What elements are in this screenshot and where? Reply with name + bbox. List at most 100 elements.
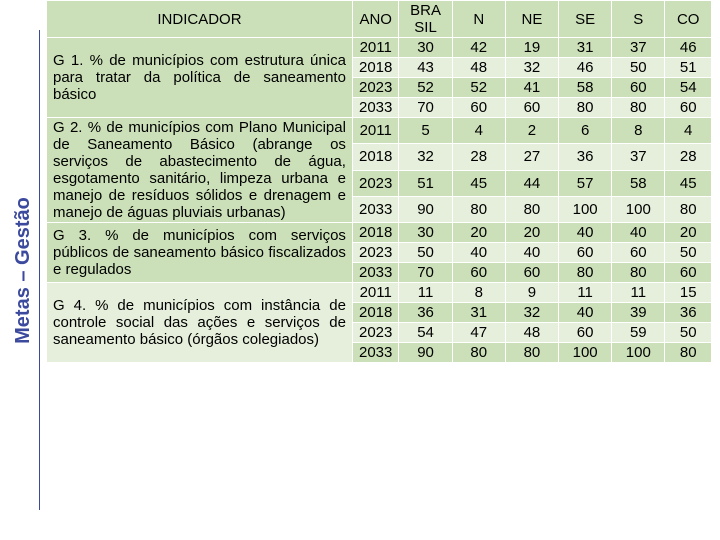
cell-n: 80 bbox=[452, 196, 505, 222]
cell-n: 42 bbox=[452, 38, 505, 58]
cell-ano: 2011 bbox=[352, 118, 399, 144]
cell-n: 31 bbox=[452, 303, 505, 323]
cell-ano: 2033 bbox=[352, 196, 399, 222]
cell-se: 6 bbox=[559, 118, 612, 144]
cell-n: 8 bbox=[452, 283, 505, 303]
cell-ne: 32 bbox=[505, 58, 558, 78]
cell-se: 60 bbox=[559, 323, 612, 343]
table-body: G 1. % de municípios com estrutura única… bbox=[47, 38, 712, 363]
cell-ne: 41 bbox=[505, 78, 558, 98]
cell-bra: 90 bbox=[399, 343, 452, 363]
cell-se: 40 bbox=[559, 223, 612, 243]
page-root: Metas – Gestão INDICADOR ANO BRA SIL N N… bbox=[0, 0, 720, 540]
cell-bra: 70 bbox=[399, 98, 452, 118]
cell-ne: 48 bbox=[505, 323, 558, 343]
cell-se: 100 bbox=[559, 196, 612, 222]
cell-s: 50 bbox=[612, 58, 665, 78]
cell-s: 37 bbox=[612, 144, 665, 170]
cell-bra: 51 bbox=[399, 170, 452, 196]
cell-bra: 50 bbox=[399, 243, 452, 263]
cell-s: 58 bbox=[612, 170, 665, 196]
cell-bra: 36 bbox=[399, 303, 452, 323]
cell-bra: 70 bbox=[399, 263, 452, 283]
cell-n: 40 bbox=[452, 243, 505, 263]
cell-co: 60 bbox=[665, 98, 712, 118]
col-ne: NE bbox=[505, 1, 558, 38]
cell-co: 60 bbox=[665, 263, 712, 283]
side-label-container: Metas – Gestão bbox=[0, 0, 46, 540]
cell-ano: 2011 bbox=[352, 283, 399, 303]
cell-ne: 44 bbox=[505, 170, 558, 196]
cell-se: 80 bbox=[559, 98, 612, 118]
cell-n: 20 bbox=[452, 223, 505, 243]
col-ano: ANO bbox=[352, 1, 399, 38]
cell-co: 80 bbox=[665, 343, 712, 363]
cell-ano: 2023 bbox=[352, 323, 399, 343]
cell-co: 28 bbox=[665, 144, 712, 170]
cell-n: 4 bbox=[452, 118, 505, 144]
cell-s: 60 bbox=[612, 243, 665, 263]
cell-ne: 20 bbox=[505, 223, 558, 243]
cell-ne: 2 bbox=[505, 118, 558, 144]
cell-n: 47 bbox=[452, 323, 505, 343]
table-container: INDICADOR ANO BRA SIL N NE SE S CO G 1. … bbox=[46, 0, 712, 540]
cell-ano: 2018 bbox=[352, 58, 399, 78]
cell-ne: 40 bbox=[505, 243, 558, 263]
cell-bra: 5 bbox=[399, 118, 452, 144]
cell-ano: 2023 bbox=[352, 78, 399, 98]
cell-bra: 90 bbox=[399, 196, 452, 222]
cell-ne: 32 bbox=[505, 303, 558, 323]
cell-se: 57 bbox=[559, 170, 612, 196]
cell-bra: 30 bbox=[399, 38, 452, 58]
cell-se: 60 bbox=[559, 243, 612, 263]
col-se: SE bbox=[559, 1, 612, 38]
col-co: CO bbox=[665, 1, 712, 38]
cell-co: 15 bbox=[665, 283, 712, 303]
cell-bra: 43 bbox=[399, 58, 452, 78]
side-label: Metas – Gestão bbox=[12, 197, 35, 344]
cell-co: 46 bbox=[665, 38, 712, 58]
cell-se: 100 bbox=[559, 343, 612, 363]
side-rule bbox=[39, 30, 40, 510]
table-row: G 1. % de municípios com estrutura única… bbox=[47, 38, 712, 58]
cell-ne: 80 bbox=[505, 196, 558, 222]
cell-ne: 9 bbox=[505, 283, 558, 303]
cell-co: 36 bbox=[665, 303, 712, 323]
cell-indicador: G 1. % de municípios com estrutura única… bbox=[47, 38, 353, 118]
cell-se: 46 bbox=[559, 58, 612, 78]
cell-s: 80 bbox=[612, 98, 665, 118]
cell-co: 54 bbox=[665, 78, 712, 98]
cell-n: 60 bbox=[452, 98, 505, 118]
header-row: INDICADOR ANO BRA SIL N NE SE S CO bbox=[47, 1, 712, 38]
cell-n: 48 bbox=[452, 58, 505, 78]
cell-ne: 27 bbox=[505, 144, 558, 170]
cell-bra: 54 bbox=[399, 323, 452, 343]
cell-n: 52 bbox=[452, 78, 505, 98]
cell-ano: 2011 bbox=[352, 38, 399, 58]
cell-s: 60 bbox=[612, 78, 665, 98]
cell-ano: 2018 bbox=[352, 144, 399, 170]
cell-co: 20 bbox=[665, 223, 712, 243]
cell-s: 100 bbox=[612, 343, 665, 363]
cell-se: 58 bbox=[559, 78, 612, 98]
cell-s: 37 bbox=[612, 38, 665, 58]
col-indicador: INDICADOR bbox=[47, 1, 353, 38]
cell-bra: 52 bbox=[399, 78, 452, 98]
cell-ano: 2033 bbox=[352, 263, 399, 283]
cell-n: 28 bbox=[452, 144, 505, 170]
cell-s: 39 bbox=[612, 303, 665, 323]
cell-co: 51 bbox=[665, 58, 712, 78]
cell-n: 60 bbox=[452, 263, 505, 283]
col-s: S bbox=[612, 1, 665, 38]
cell-co: 80 bbox=[665, 196, 712, 222]
metas-table: INDICADOR ANO BRA SIL N NE SE S CO G 1. … bbox=[46, 0, 712, 363]
cell-ne: 60 bbox=[505, 98, 558, 118]
cell-bra: 30 bbox=[399, 223, 452, 243]
cell-ano: 2018 bbox=[352, 303, 399, 323]
cell-ano: 2023 bbox=[352, 170, 399, 196]
table-row: G 3. % de municípios com serviços públic… bbox=[47, 223, 712, 243]
cell-se: 40 bbox=[559, 303, 612, 323]
cell-indicador: G 4. % de municípios com instância de co… bbox=[47, 283, 353, 363]
cell-ne: 19 bbox=[505, 38, 558, 58]
cell-ne: 80 bbox=[505, 343, 558, 363]
